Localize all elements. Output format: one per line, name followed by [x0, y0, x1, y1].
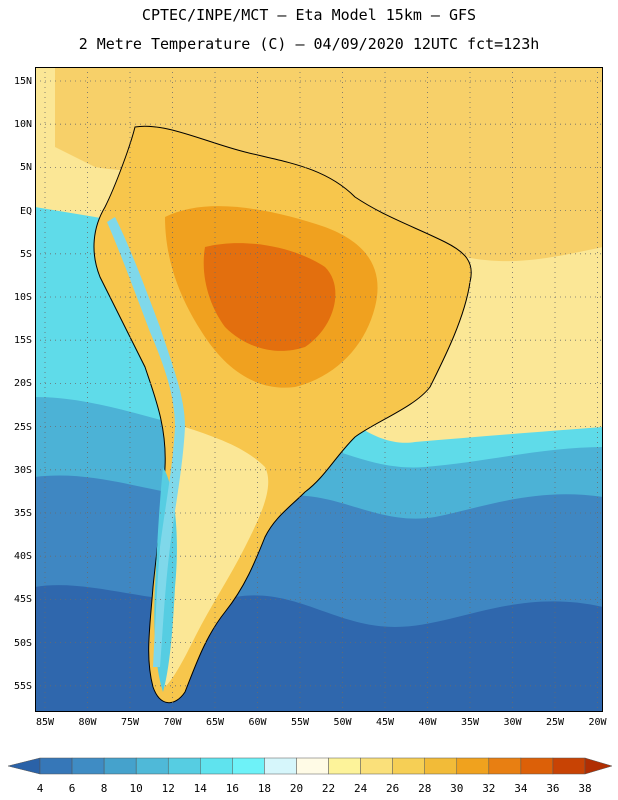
longitude-label: 80W — [78, 717, 97, 728]
colorbar-swatch — [424, 757, 458, 775]
temperature-colorbar — [7, 757, 613, 775]
colorbar-swatch — [200, 757, 233, 775]
longitude-label: 35W — [460, 717, 480, 728]
latitude-label: 45S — [13, 594, 32, 606]
colorbar-swatch — [488, 757, 522, 775]
colorbar-swatch — [135, 757, 169, 775]
ocean-hot-band — [55, 67, 603, 262]
colorbar-tick-label: 16 — [225, 782, 239, 795]
colorbar-tick-label: 14 — [193, 782, 207, 795]
latitude-label: 5S — [19, 248, 32, 260]
latitude-label: 10S — [13, 292, 32, 303]
latitude-label: 15N — [13, 76, 32, 87]
colorbar-tick-label: 8 — [100, 782, 108, 795]
colorbar-swatch — [296, 757, 329, 775]
colorbar-swatch — [232, 757, 265, 775]
latitude-label: 40S — [13, 551, 32, 563]
map-border — [35, 67, 603, 712]
latitude-label: 10N — [13, 119, 32, 131]
longitude-label: 40W — [418, 717, 437, 728]
colorbar-tick-label: 18 — [257, 782, 272, 795]
longitude-label: 60W — [248, 717, 267, 728]
colorbar-swatch — [264, 757, 297, 775]
latitude-label: 55S — [13, 680, 32, 692]
longitude-label: 75W — [120, 717, 140, 728]
longitude-label: 55W — [290, 717, 310, 728]
colorbar-tick-label: 28 — [418, 782, 432, 795]
latitude-label: EQ — [19, 205, 32, 217]
latitude-label: 20S — [13, 378, 32, 390]
colorbar-swatch — [328, 757, 361, 775]
map-title-line1: CPTEC/INPE/MCT – Eta Model 15km – GFS — [141, 6, 477, 24]
colorbar-tick-label: 20 — [289, 782, 304, 795]
colorbar-tick-label: 36 — [546, 782, 560, 795]
colorbar-swatch — [584, 757, 613, 775]
latitude-label: 30S — [13, 464, 32, 476]
colorbar-tick-label: 10 — [129, 782, 143, 795]
colorbar-swatch — [552, 757, 586, 775]
latitude-label: 50S — [13, 637, 32, 649]
colorbar-tick-label: 12 — [161, 782, 175, 795]
colorbar-tick-label: 26 — [386, 782, 400, 795]
colorbar-tick-label: 38 — [578, 782, 592, 795]
colorbar-tick-label: 30 — [450, 782, 464, 795]
colorbar-tick-label: 22 — [321, 782, 336, 795]
latitude-label: 35S — [13, 508, 32, 519]
colorbar-swatch — [360, 757, 393, 775]
colorbar-tick-label: 32 — [482, 782, 496, 795]
colorbar-swatch — [167, 757, 201, 775]
colorbar-tick-label: 24 — [353, 782, 368, 795]
longitude-label: 30W — [503, 717, 522, 728]
longitude-label: 85W — [35, 717, 55, 728]
longitude-label: 20W — [588, 717, 607, 728]
longitude-label: 65W — [205, 717, 225, 728]
colorbar-swatch — [71, 757, 105, 775]
colorbar-swatch — [7, 757, 41, 775]
colorbar-swatch — [392, 757, 425, 775]
colorbar-swatch — [39, 757, 73, 775]
latitude-label: 25S — [13, 421, 32, 433]
colorbar-swatch — [103, 757, 137, 775]
colorbar-swatch — [520, 757, 554, 775]
colorbar-swatch — [456, 757, 490, 775]
longitude-label: 45W — [375, 717, 395, 728]
temperature-map — [35, 67, 603, 712]
colorbar-tick-label: 34 — [514, 782, 528, 795]
latitude-label: 5N — [19, 162, 32, 174]
colorbar-tick-label: 6 — [68, 782, 76, 795]
amazon-hot-zone — [203, 243, 336, 351]
andes-cold-strip — [107, 217, 185, 667]
colorbar-tick-label: 4 — [36, 782, 44, 795]
latitude-label: 15S — [13, 335, 32, 347]
pampas-mild-zone — [159, 427, 269, 687]
longitude-label: 25W — [545, 717, 565, 728]
map-title-line2: 2 Metre Temperature (C) – 04/09/2020 12U… — [78, 35, 540, 53]
longitude-label: 50W — [333, 717, 352, 728]
longitude-label: 70W — [163, 717, 182, 728]
